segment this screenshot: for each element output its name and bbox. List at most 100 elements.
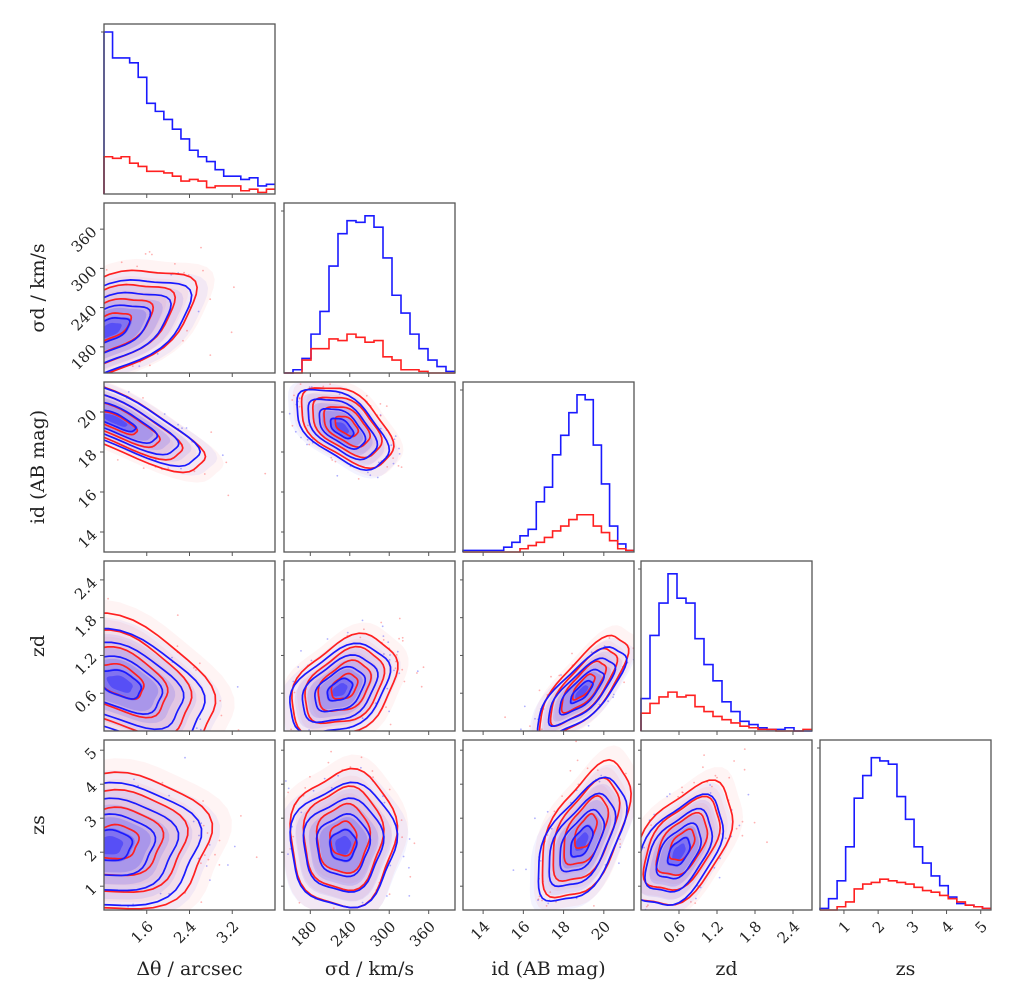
- scatter-point-red: [540, 751, 542, 753]
- scatter-point-red: [151, 253, 153, 256]
- contour-blue: [104, 401, 159, 445]
- scatter-point-blue: [695, 897, 697, 900]
- scatter-point-red: [22, 874, 24, 876]
- scatter-point-red: [623, 681, 625, 684]
- scatter-point-red: [7, 379, 9, 381]
- scatter-point-blue: [326, 638, 329, 640]
- scatter-panel-dtheta-z_d: [23, 560, 276, 732]
- scatter-point-blue: [388, 659, 391, 661]
- scatter-point-red: [183, 271, 186, 274]
- scatter-point-red: [619, 838, 621, 841]
- histogram-red-dtheta: [103, 155, 275, 194]
- scatter-point-red: [388, 788, 391, 791]
- scatter-point-blue: [177, 423, 180, 426]
- scatter-point-red: [379, 403, 382, 405]
- contour-blue: [296, 388, 391, 472]
- scatter-point-blue: [310, 386, 313, 388]
- scatter-point-blue: [306, 443, 308, 446]
- scatter-point-red: [264, 472, 267, 475]
- y-tick-label-sigma_d: 360: [68, 223, 101, 256]
- scatter-point-red: [743, 748, 746, 750]
- scatter-point-blue: [23, 700, 25, 702]
- scatter-point-red: [538, 895, 541, 898]
- scatter-point-red: [206, 832, 209, 834]
- scatter-point-blue: [713, 866, 716, 869]
- scatter-panel-dtheta-i_d: [3, 370, 276, 553]
- scatter-point-red: [413, 842, 416, 845]
- scatter-point-blue: [13, 897, 15, 899]
- scatter-point-red: [766, 841, 768, 844]
- scatter-point-blue: [416, 670, 419, 673]
- scatter-point-blue: [346, 631, 349, 634]
- scatter-point-blue: [312, 789, 315, 792]
- scatter-point-blue: [379, 414, 382, 416]
- scatter-point-red: [65, 397, 67, 399]
- scatter-point-red: [37, 770, 39, 772]
- y-tick-label-z_s: 2: [81, 846, 100, 865]
- scatter-point-blue: [638, 844, 640, 846]
- density-red: [104, 796, 179, 886]
- scatter-point-red: [161, 781, 164, 784]
- scatter-point-red: [33, 370, 35, 372]
- y-tick-label-i_d: 18: [74, 446, 100, 472]
- scatter-point-blue: [386, 895, 388, 897]
- scatter-point-red: [608, 637, 611, 639]
- scatter-point-red: [13, 837, 15, 839]
- scatter-point-red: [240, 815, 242, 817]
- contour-red: [642, 795, 722, 891]
- scatter-point-blue: [79, 380, 81, 382]
- scatter-point-red: [3, 373, 5, 375]
- scatter-point-red: [176, 645, 179, 647]
- scatter-point-blue: [612, 693, 615, 696]
- scatter-point-red: [702, 766, 704, 769]
- scatter-point-blue: [328, 917, 330, 919]
- scatter-point-red: [58, 423, 60, 425]
- y-tick-label-i_d: 16: [74, 486, 100, 512]
- scatter-point-blue: [272, 712, 274, 714]
- contour-red: [104, 823, 140, 860]
- contour-blue: [536, 646, 628, 731]
- scatter-point-red: [619, 843, 621, 845]
- scatter-point-blue: [101, 619, 103, 621]
- scatter-point-red: [537, 898, 540, 901]
- scatter-point-red: [107, 597, 109, 600]
- scatter-point-red: [64, 589, 66, 591]
- scatter-point-red: [291, 424, 294, 427]
- scatter-point-blue: [587, 724, 590, 727]
- y-axis-label-sigma_d: σd / km/s: [27, 243, 49, 332]
- scatter-point-blue: [361, 717, 364, 720]
- contour-blue: [329, 417, 355, 440]
- scatter-point-blue: [337, 774, 339, 777]
- scatter-point-blue: [59, 298, 61, 300]
- density-blue: [106, 675, 133, 693]
- scatter-point-red: [693, 781, 695, 784]
- scatter-point-red: [9, 838, 11, 840]
- contour-blue: [537, 776, 628, 903]
- x-tick-label-z_d: 1.2: [698, 918, 728, 948]
- scatter-point-blue: [285, 780, 287, 782]
- scatter-point-blue: [192, 820, 195, 823]
- scatter-point-red: [647, 904, 649, 907]
- contour-blue: [104, 627, 206, 731]
- panel-frame: [283, 739, 456, 911]
- scatter-point-blue: [398, 453, 401, 455]
- scatter-point-red: [540, 728, 543, 731]
- scatter-point-blue: [278, 378, 280, 380]
- scatter-point-blue: [304, 732, 306, 734]
- panel-frame: [462, 381, 635, 553]
- scatter-point-red: [62, 398, 64, 400]
- scatter-point-red: [174, 263, 176, 265]
- density-red: [292, 382, 404, 477]
- scatter-point-blue: [719, 857, 721, 860]
- scatter-point-red: [634, 638, 636, 640]
- scatter-point-blue: [195, 727, 198, 729]
- scatter-point-blue: [42, 618, 44, 620]
- scatter-point-red: [333, 911, 335, 913]
- scatter-point-blue: [288, 412, 291, 415]
- histogram-panel-dtheta: [101, 23, 276, 195]
- scatter-point-red: [743, 768, 746, 771]
- scatter-point-red: [714, 774, 717, 777]
- scatter-point-red: [409, 875, 412, 878]
- scatter-point-red: [529, 725, 531, 727]
